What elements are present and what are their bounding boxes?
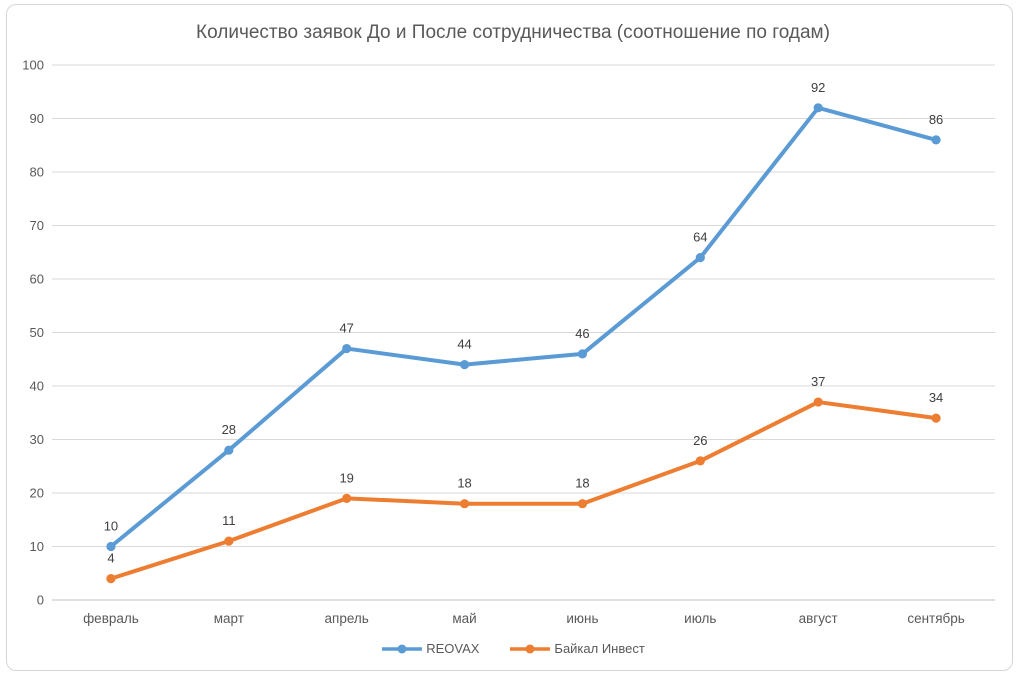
series-1-data-label: 18 [575,476,589,491]
series-1-data-point-marker [224,536,234,546]
chart-title: Количество заявок До и После сотрудничес… [196,22,830,43]
x-axis-label: апрель [325,611,369,626]
series-0-data-point-marker [106,541,116,552]
series-0-data-label: 44 [457,337,471,352]
series-0-data-label: 10 [104,519,118,534]
series-1-data-label: 11 [222,513,236,528]
series-0-data-point-marker [459,360,470,370]
legend-marker-reovax-icon [382,644,423,653]
series-0-data-point-marker [931,135,941,145]
y-axis-tick-label: 90 [30,111,44,126]
legend-label-baikal-invest: Байкал Инвест [554,641,645,656]
series-0-data-point-marker [813,103,823,113]
series-1-data-label: 37 [811,374,825,389]
x-axis-label: июль [684,611,716,626]
series-1-data-label: 26 [693,433,707,448]
series-line-0 [108,105,939,549]
y-axis-tick-label: 100 [22,58,44,73]
legend-marker-baikal-invest-icon [510,644,551,653]
y-axis-tick-label: 30 [30,432,44,447]
x-axis-label: август [799,611,838,626]
series-0-data-point-marker [224,445,234,455]
series-1-data-point-marker [931,413,941,423]
series-line-1 [108,400,939,581]
y-axis-tick-label: 70 [30,218,44,233]
series-1-data-point-marker [106,574,116,584]
series-1-data-point-marker [577,499,588,509]
series-1-data-label: 4 [107,551,114,566]
series-0-data-label: 46 [575,326,589,341]
y-axis-tick-label: 60 [30,272,44,287]
series-0-data-label: 92 [811,80,825,95]
legend-item-baikal-invest: Байкал Инвест [509,641,645,656]
series-1-data-label: 19 [339,470,353,485]
legend-label-reovax: REOVAX [426,641,480,656]
series-0-data-point-marker [342,343,352,354]
series-1-data-label: 18 [457,476,471,491]
x-axis-label: июнь [566,611,598,626]
x-axis-label: март [214,611,244,626]
series-0-data-point-marker [577,349,588,359]
series-1-data-point-marker [813,397,823,407]
series-0-data-point-marker [695,253,705,263]
series-0-data-label: 86 [929,112,943,127]
y-axis-tick-label: 40 [30,379,44,394]
chart-legend: REOVAX Байкал Инвест [0,641,1026,656]
x-axis-label: сентябрь [907,611,964,626]
series-0-data-label: 28 [222,422,236,437]
series-0-data-label: 47 [339,321,353,336]
y-axis-tick-label: 10 [30,539,44,554]
y-axis-tick-label: 80 [30,165,44,180]
x-axis-label: май [452,611,476,626]
series-1-data-point-marker [459,499,470,509]
y-axis-tick-label: 20 [30,486,44,501]
series-1-data-label: 34 [929,390,943,405]
series-1-data-point-marker [342,493,352,503]
series-1-data-point-marker [695,456,705,466]
x-axis-label: февраль [83,611,139,626]
y-axis-tick-label: 50 [30,325,44,340]
y-axis-tick-label: 0 [37,593,44,608]
series-0-data-label: 64 [693,230,707,245]
legend-item-reovax: REOVAX [381,641,479,656]
